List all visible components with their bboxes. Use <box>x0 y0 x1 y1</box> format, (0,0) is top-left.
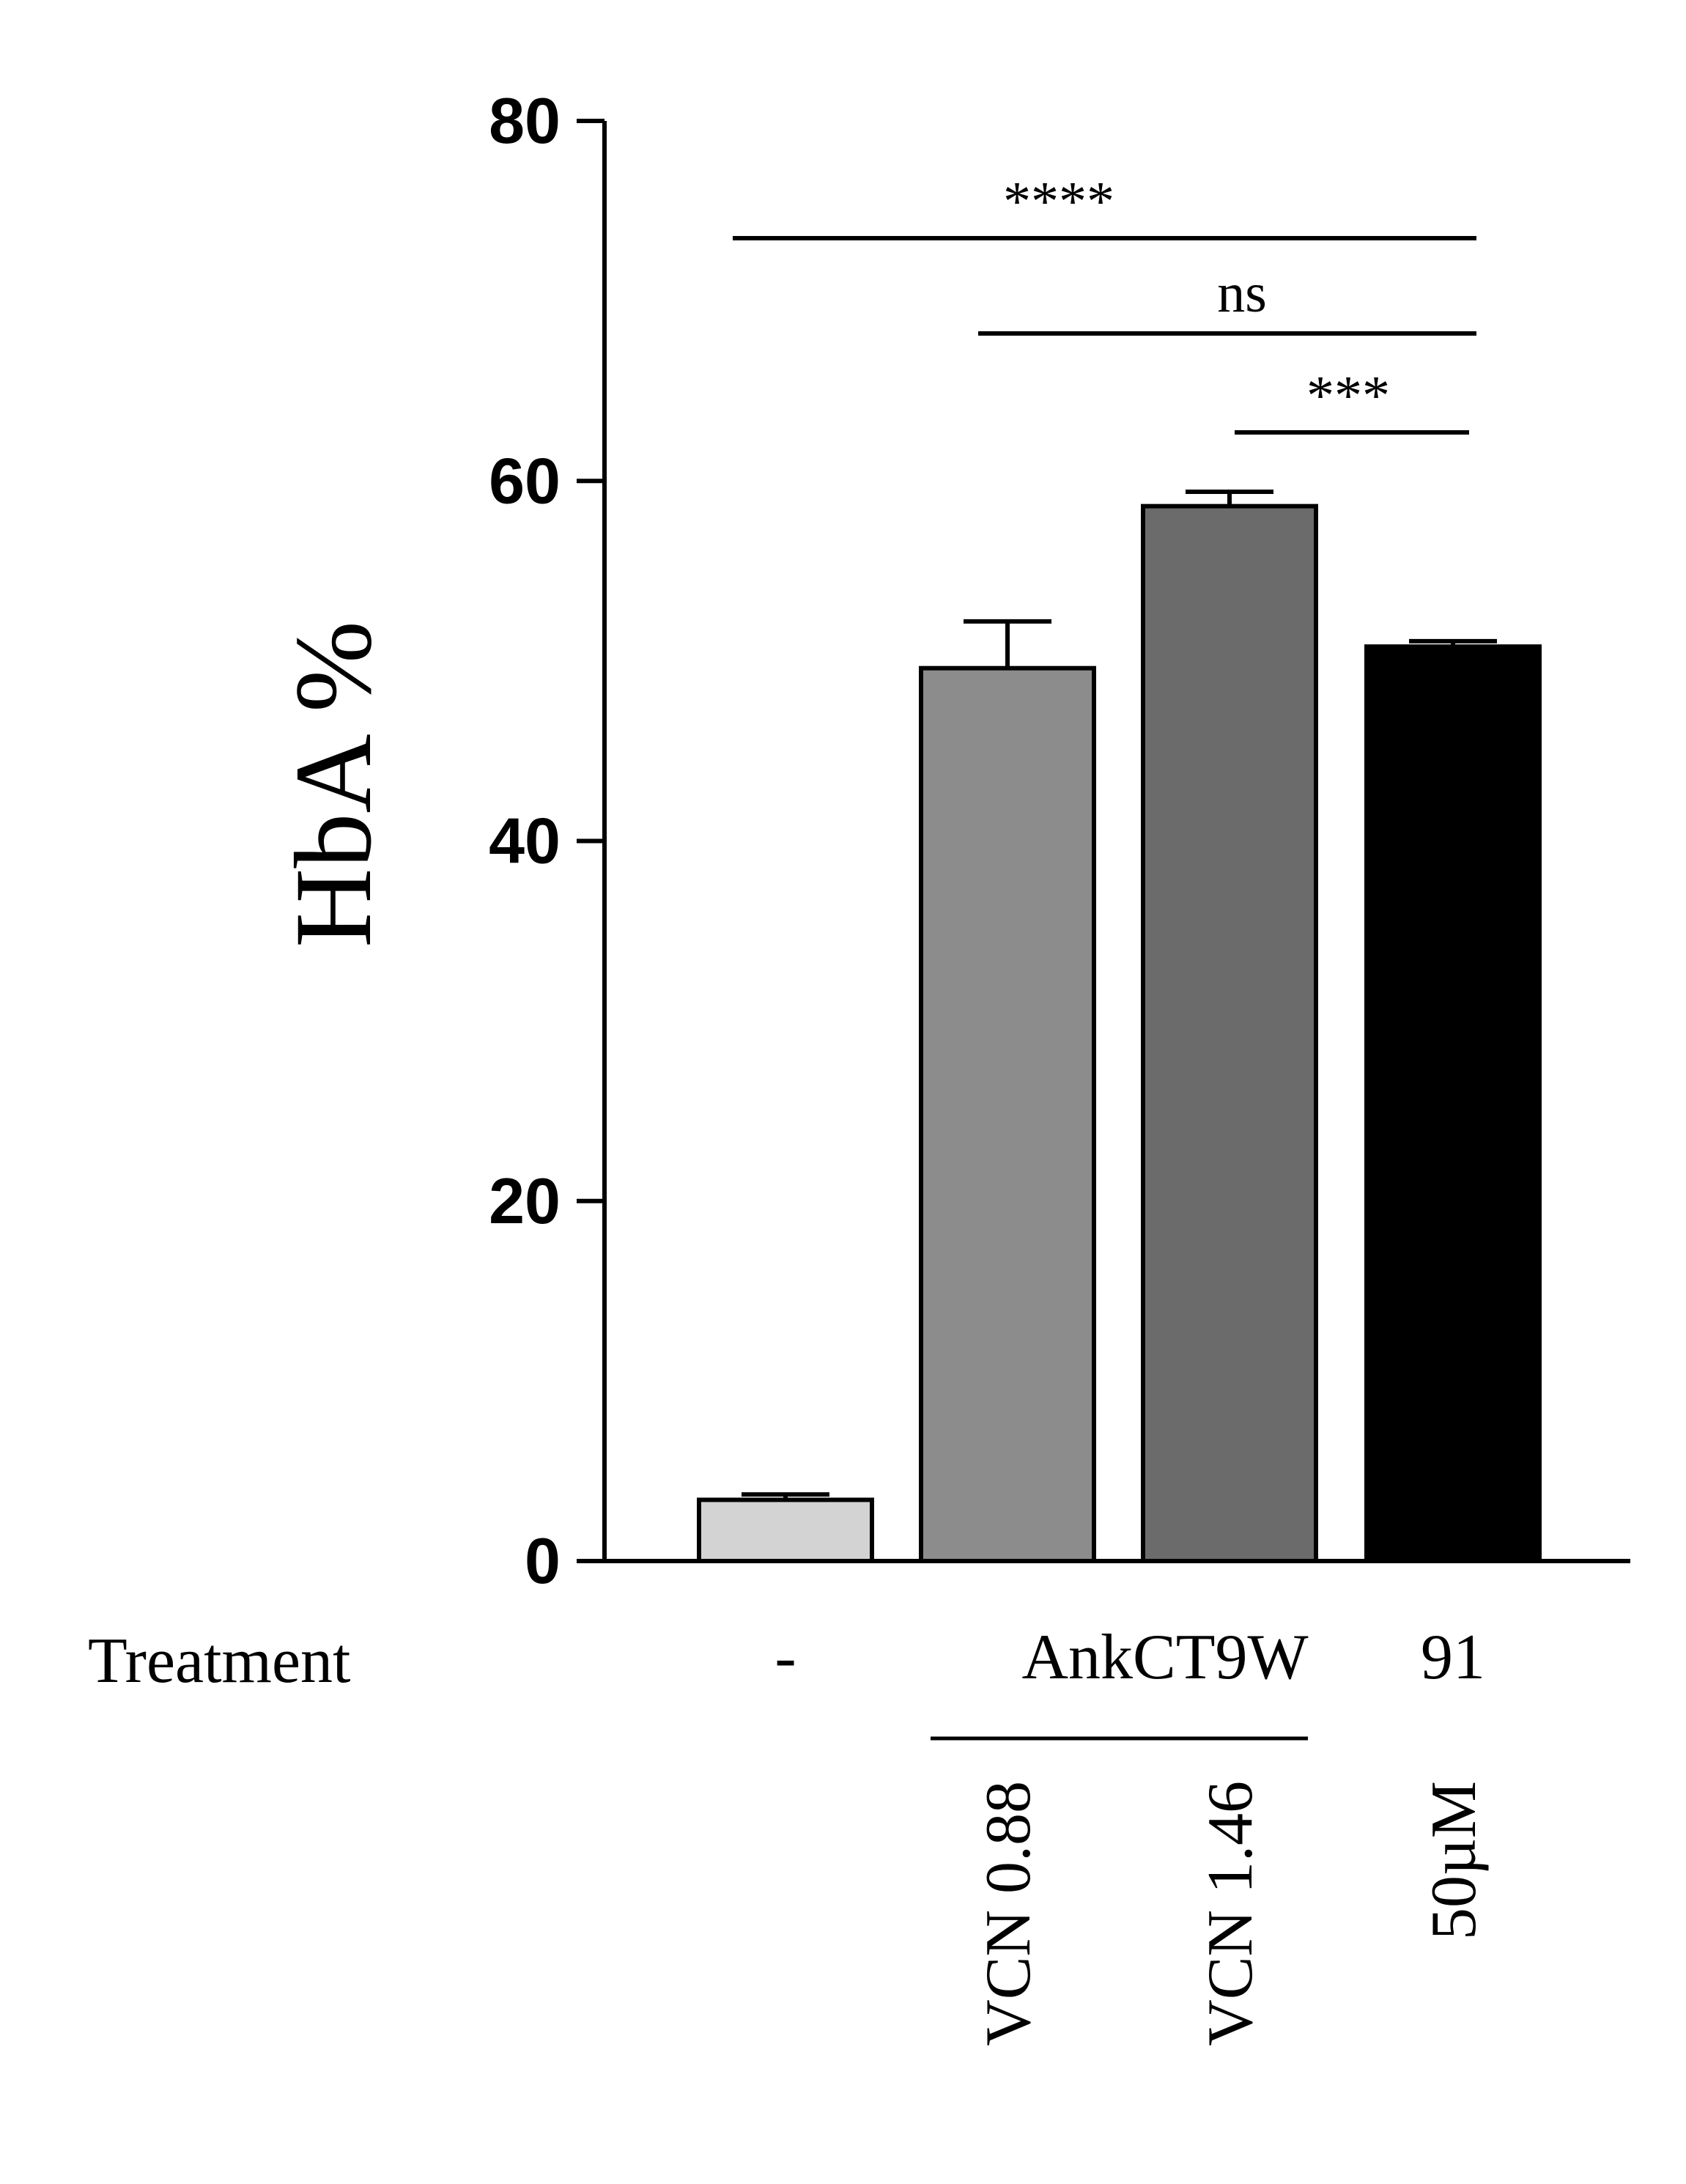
bar-1 <box>919 665 1096 1564</box>
y-tick-label: 0 <box>525 1524 561 1597</box>
treatment-label: 91 <box>1421 1622 1485 1693</box>
y-tick-label: 20 <box>489 1165 561 1237</box>
label-layer: - AnkCT9W 91 VCN 0.88 VCN 1.46 50µM <box>774 1622 1490 2046</box>
y-tick-label: 40 <box>489 805 561 877</box>
x-axis-title: Treatment <box>88 1626 351 1697</box>
significance-label: *** <box>1306 365 1390 427</box>
treatment-label: AnkCT9W <box>1021 1622 1308 1693</box>
category-label: 50µM <box>1419 1781 1490 1940</box>
y-tick-label: 80 <box>489 84 561 157</box>
y-tick-label: 60 <box>489 444 561 517</box>
significance-label: ns <box>1217 262 1267 324</box>
significance-label: **** <box>1003 171 1114 232</box>
category-label: VCN 1.46 <box>1195 1781 1266 2046</box>
y-axis-title: HbA % <box>273 621 394 948</box>
treatment-label: - <box>774 1622 796 1693</box>
bar-2 <box>1141 503 1318 1564</box>
bar-0 <box>697 1497 874 1564</box>
bar-layer <box>697 489 1542 1564</box>
category-label: VCN 0.88 <box>973 1781 1044 2046</box>
significance-layer: **** ns *** <box>733 171 1476 435</box>
bar-3 <box>1364 644 1542 1563</box>
